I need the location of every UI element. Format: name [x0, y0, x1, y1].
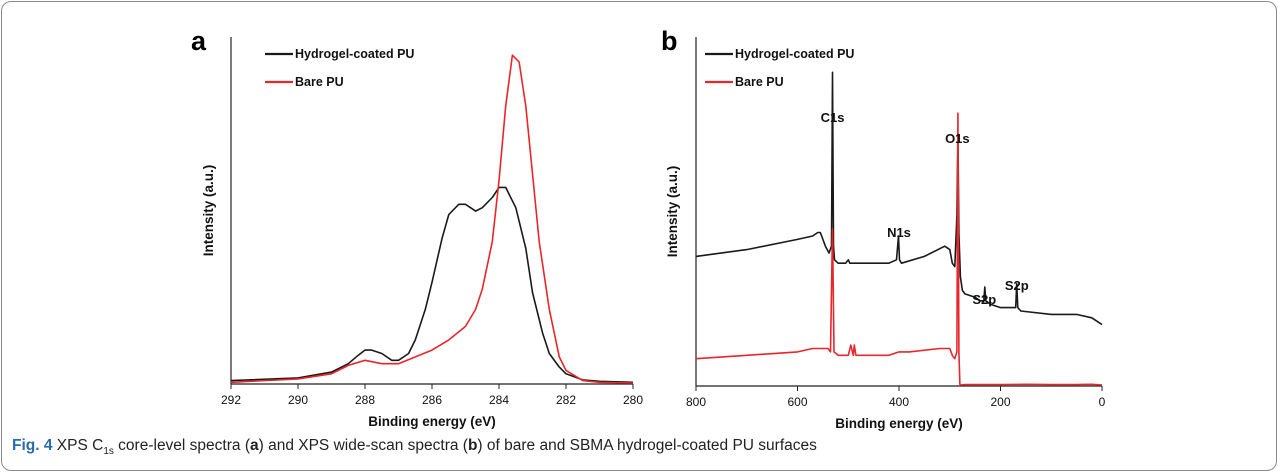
x-tick-label: 284 — [489, 393, 509, 407]
x-tick-label: 600 — [787, 395, 807, 409]
x-tick-label: 286 — [422, 393, 442, 407]
x-tick-label: 200 — [990, 395, 1010, 409]
caption-text-3: ) and XPS wide-scan spectra ( — [258, 437, 468, 454]
peak-label: S2p — [972, 292, 996, 307]
x-tick-label: 282 — [556, 393, 576, 407]
caption-ref-a: a — [249, 437, 259, 454]
x-tick-label: 280 — [623, 393, 643, 407]
x-tick-label: 400 — [889, 395, 909, 409]
caption-text-1: XPS C — [52, 437, 104, 454]
x-tick-label: 800 — [686, 395, 706, 409]
figure-caption: Fig. 4 XPS C1s core-level spectra (a) an… — [12, 437, 817, 457]
series-line-hydrogel-coated-pu — [230, 186, 634, 384]
x-tick-label: 290 — [288, 393, 308, 407]
series-line-hydrogel-coated-pu — [695, 71, 1103, 326]
legend-label: Bare PU — [735, 75, 784, 89]
series-line-bare-pu — [695, 112, 1103, 386]
chart-panel-b: 800 600 400 200 0 Binding energy (eV) Intensit… — [661, 26, 1106, 431]
x-axis-title: Binding energy (eV) — [368, 414, 496, 429]
x-tick-label: 292 — [221, 393, 241, 407]
y-axis-title: Intensity (a.u.) — [201, 165, 216, 257]
caption-ref-b: b — [467, 437, 478, 454]
y-axis-title: Intensity (a.u.) — [665, 166, 680, 258]
caption-figure-number: Fig. 4 — [12, 437, 53, 454]
peak-label: C1s — [821, 110, 845, 125]
panel-label-b: b — [661, 26, 678, 56]
peak-label: N1s — [887, 225, 911, 240]
x-axis-title: Binding energy (eV) — [835, 416, 963, 431]
peak-label: S2p — [1005, 278, 1029, 293]
caption-text-2: core-level spectra ( — [113, 437, 250, 454]
peak-label: O1s — [945, 131, 970, 146]
caption-subscript: 1s — [103, 446, 114, 458]
series-line-bare-pu — [230, 54, 634, 384]
panel-label-a: a — [191, 26, 207, 56]
x-tick-label: 288 — [355, 393, 375, 407]
legend-label: Hydrogel-coated PU — [295, 47, 414, 61]
caption-text-4: ) of bare and SBMA hydrogel-coated PU su… — [477, 437, 817, 454]
legend-label: Hydrogel-coated PU — [735, 47, 854, 61]
x-tick-label: 0 — [1099, 395, 1106, 409]
chart-panel-a: 292 290 288 286 284 282 280 Binding energy (eV)… — [191, 26, 643, 429]
legend-label: Bare PU — [295, 75, 344, 89]
